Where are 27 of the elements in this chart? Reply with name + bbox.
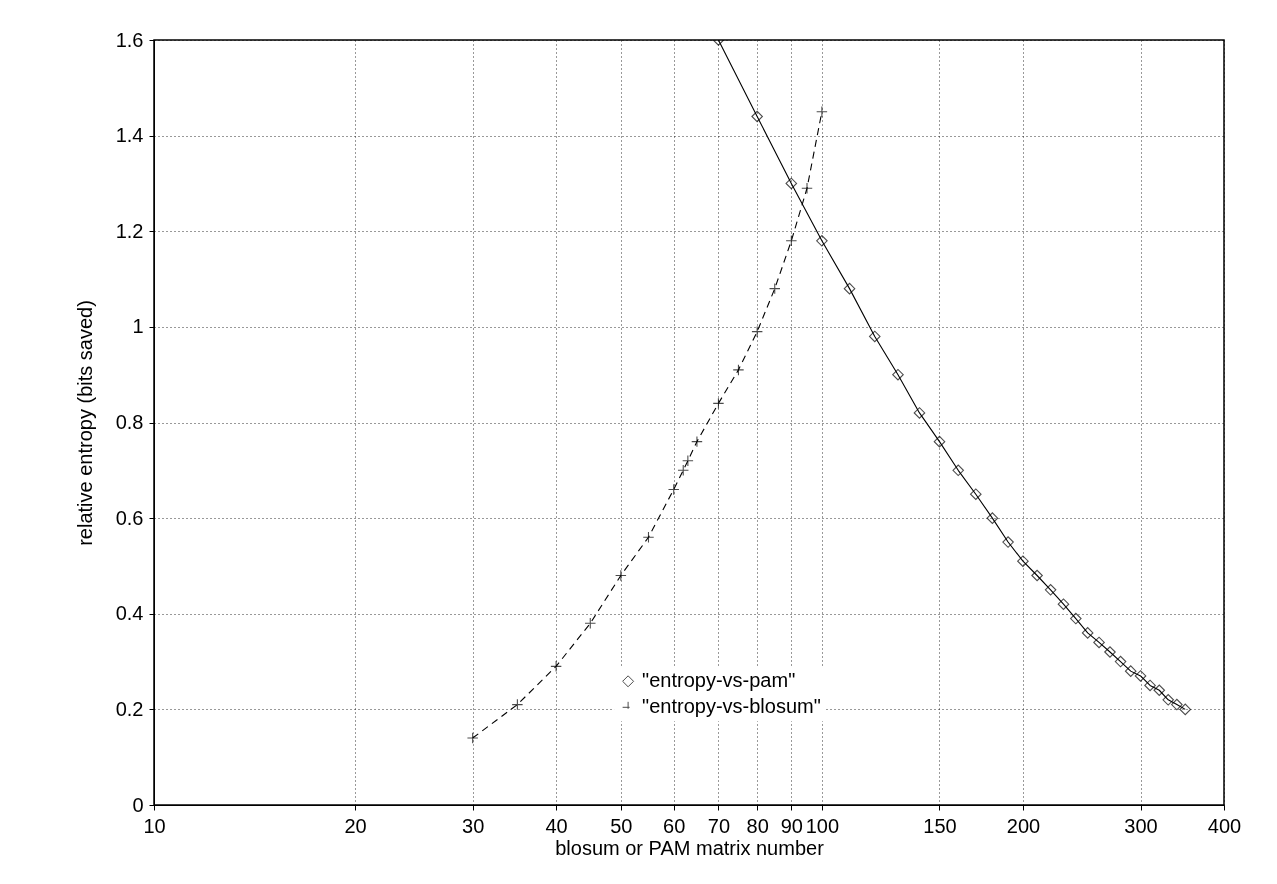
x-tick-label: 150 <box>923 814 957 837</box>
y-tick-label: 0.4 <box>115 602 144 625</box>
y-tick-label: 0.6 <box>115 506 144 529</box>
y-tick-label: 0.2 <box>115 697 144 720</box>
x-tick-label: 200 <box>1006 814 1041 837</box>
y-tick-label: 0.8 <box>115 411 144 433</box>
x-tick-label: 10 <box>143 814 166 837</box>
x-tick-label: 300 <box>1124 814 1158 837</box>
x-tick-label: 50 <box>610 814 633 837</box>
x-tick-label: 80 <box>746 814 769 837</box>
x-tick-label: 20 <box>344 814 367 837</box>
y-tick-label: 1 <box>132 315 144 338</box>
x-tick-label: 90 <box>780 814 803 837</box>
y-axis-title: relative entropy (bits saved) <box>73 300 96 546</box>
legend-label: "entropy-vs-blosum" <box>642 695 821 718</box>
x-tick-label: 100 <box>805 814 840 837</box>
x-tick-label: 60 <box>663 814 686 837</box>
y-tick-label: 1.2 <box>115 219 144 242</box>
y-tick-label: 1.4 <box>115 124 144 147</box>
y-tick-label: 0 <box>132 793 144 816</box>
legend-label: "entropy-vs-pam" <box>642 669 796 692</box>
x-tick-label: 40 <box>545 814 568 837</box>
x-tick-label: 30 <box>462 814 485 837</box>
x-tick-label: 400 <box>1207 814 1242 837</box>
y-tick-label: 1.6 <box>115 28 144 51</box>
x-axis-title: blosum or PAM matrix number <box>555 836 825 859</box>
x-tick-label: 70 <box>707 814 731 837</box>
